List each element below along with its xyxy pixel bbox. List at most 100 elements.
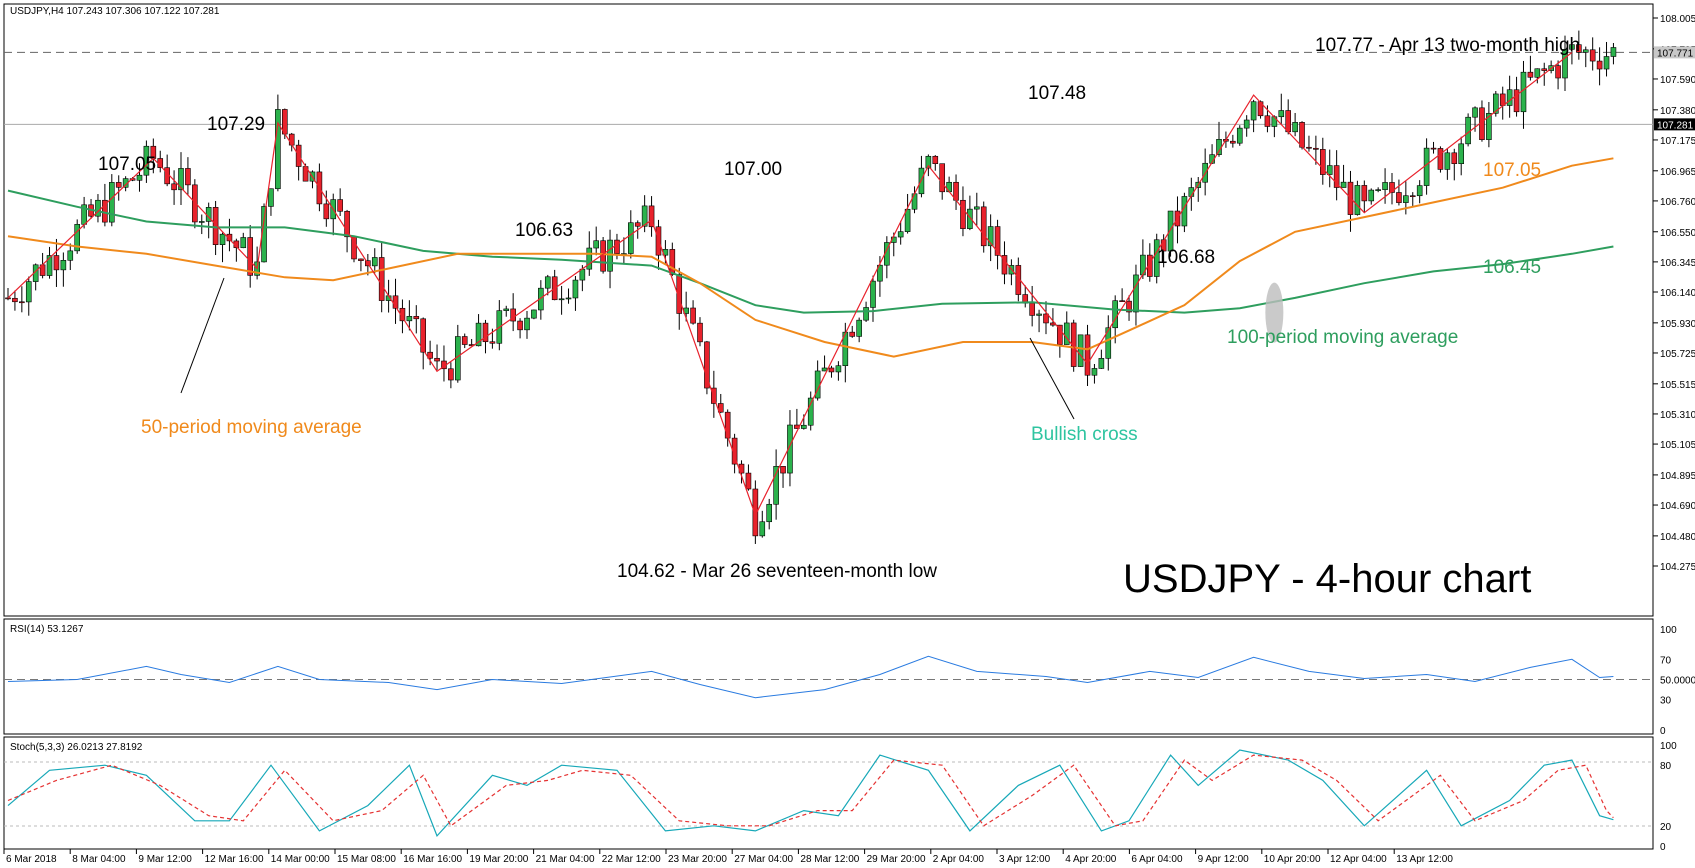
stoch-tick-label: 20 xyxy=(1660,822,1672,833)
bear-candle xyxy=(994,226,1001,256)
ma50-pointer xyxy=(180,277,225,394)
price-tick-label: 105.930 xyxy=(1660,319,1695,330)
stoch-tick-label: 80 xyxy=(1660,761,1672,772)
bear-candle xyxy=(517,320,523,331)
bull-candle xyxy=(109,182,115,223)
bull-candle xyxy=(1278,110,1285,118)
rsi-tick-label: 0 xyxy=(1660,726,1666,737)
bullish-cross-marker xyxy=(1265,282,1284,343)
swing-label-107-48: 107.48 xyxy=(1028,83,1086,104)
bear-candle xyxy=(648,205,655,228)
bear-candle xyxy=(1001,255,1008,275)
time-tick-label: 10 Apr 20:00 xyxy=(1264,854,1321,865)
bear-candle xyxy=(53,255,60,271)
resistance-price-label: 107.771 xyxy=(1657,48,1694,59)
bull-candle xyxy=(67,250,74,261)
bull-candle xyxy=(925,155,932,169)
bull-candle xyxy=(842,331,849,367)
bull-candle xyxy=(1112,300,1118,329)
bull-candle xyxy=(800,424,807,429)
zigzag-line xyxy=(7,52,1573,517)
rsi-tick-label: 50.0000 xyxy=(1660,676,1695,687)
last-price-box xyxy=(1654,118,1695,131)
bull-candle xyxy=(475,322,482,347)
time-tick-label: 19 Mar 20:00 xyxy=(469,854,528,865)
bear-candle xyxy=(828,367,835,373)
rsi-tick-label: 70 xyxy=(1660,655,1672,666)
stoch-k-line xyxy=(7,749,1614,838)
bear-candle xyxy=(1230,140,1236,144)
time-tick-label: 22 Mar 12:00 xyxy=(602,854,661,865)
bull-candle xyxy=(1326,165,1333,175)
bear-candle xyxy=(1409,195,1416,198)
bear-candle xyxy=(448,368,454,381)
bull-candle xyxy=(1423,147,1430,186)
bull-candle xyxy=(1472,107,1478,118)
rsi-tick-label: 100 xyxy=(1660,625,1677,636)
bull-candle xyxy=(579,268,586,281)
time-tick-label: 21 Mar 04:00 xyxy=(536,854,595,865)
time-tick-label: 14 Mar 00:00 xyxy=(271,854,330,865)
bear-candle xyxy=(164,167,170,185)
rsi-tick-label: 30 xyxy=(1660,696,1672,707)
price-tick-label: 107.590 xyxy=(1660,75,1695,86)
bull-candle xyxy=(268,188,274,207)
bear-candle xyxy=(212,207,219,245)
bull-candle xyxy=(1063,322,1070,345)
bull-candle xyxy=(1486,113,1492,140)
bull-candle xyxy=(904,208,911,232)
bear-candle xyxy=(1084,334,1091,376)
bull-candle xyxy=(863,307,869,321)
bear-candle xyxy=(939,163,946,193)
bull-candle xyxy=(1444,152,1451,170)
bear-candle xyxy=(1576,44,1582,53)
time-axis: 6 Mar 2018 8 Mar 04:00 9 Mar 12:00 12 Mar 1… xyxy=(3,849,1453,865)
bull-candle xyxy=(877,264,883,282)
bear-candle xyxy=(115,182,122,188)
bull-candle xyxy=(1133,274,1139,313)
bull-candle xyxy=(1077,334,1084,367)
bear-candle xyxy=(323,203,330,220)
bear-candle xyxy=(12,297,18,303)
bear-candle xyxy=(752,488,759,537)
bull-candle xyxy=(25,281,32,303)
bull-candle xyxy=(1534,68,1541,78)
bull-candle xyxy=(807,397,814,426)
bear-candle xyxy=(669,249,676,275)
bear-candle xyxy=(1361,185,1368,202)
bull-candle xyxy=(1105,327,1112,359)
stoch-tick-label: 0 xyxy=(1660,842,1666,853)
bull-candle xyxy=(136,174,143,181)
bull-candle xyxy=(856,319,862,337)
bull-candle xyxy=(1368,189,1375,202)
swing-label-106-68: 106.68 xyxy=(1157,247,1215,268)
bull-candle xyxy=(503,308,510,311)
bear-candle xyxy=(731,437,738,465)
bull-candle xyxy=(1603,56,1610,70)
bear-candle xyxy=(427,351,433,359)
bear-candle xyxy=(1555,65,1561,79)
bear-candle xyxy=(690,307,696,324)
bear-candle xyxy=(185,168,191,186)
time-tick-label: 29 Mar 20:00 xyxy=(867,854,926,865)
bear-candle xyxy=(344,210,350,238)
bear-candle xyxy=(676,274,683,314)
bullish-cross-label: Bullish cross xyxy=(1031,424,1138,445)
bear-candle xyxy=(482,322,489,343)
last-price-label: 107.281 xyxy=(1657,120,1694,131)
bear-candle xyxy=(358,258,364,261)
bear-candle xyxy=(1513,89,1520,113)
bull-candle xyxy=(531,309,537,319)
price-tick-label: 104.895 xyxy=(1660,471,1695,482)
bear-candle xyxy=(614,239,620,254)
bull-candle xyxy=(1091,368,1098,376)
price-tick-label: 104.690 xyxy=(1660,501,1695,512)
bull-candle xyxy=(1292,122,1298,133)
bull-candle xyxy=(558,298,565,301)
bull-candle xyxy=(835,365,842,373)
bull-candle xyxy=(759,521,766,537)
ma100-text-label: 100-period moving average xyxy=(1227,327,1458,348)
price-tick-label: 108.005 xyxy=(1660,14,1695,25)
time-tick-label: 9 Apr 12:00 xyxy=(1198,854,1250,865)
bull-candle xyxy=(275,109,281,190)
